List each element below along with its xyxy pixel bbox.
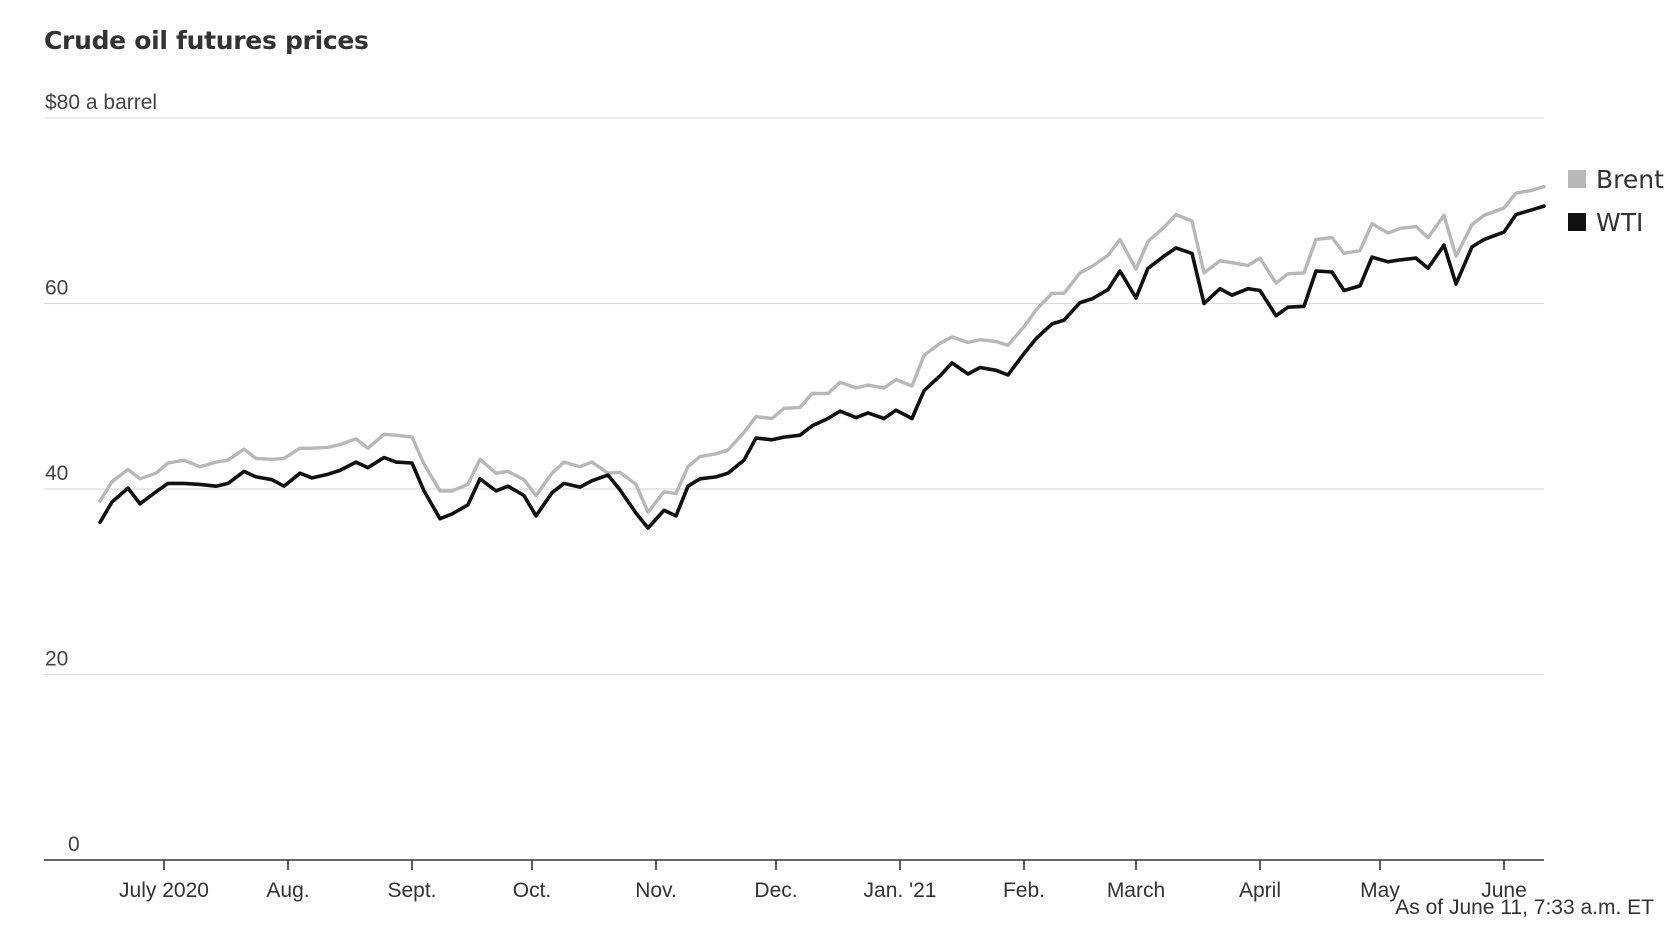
series-lines <box>98 184 1546 530</box>
series-line-brent <box>98 184 1546 514</box>
x-tick-label: Aug. <box>266 879 309 902</box>
timestamp-note: As of June 11, 7:33 a.m. ET <box>1395 896 1654 919</box>
x-tick-label: March <box>1107 879 1165 902</box>
legend-swatch-wti <box>1568 213 1586 231</box>
x-tick-label: Feb. <box>1003 879 1045 902</box>
legend-label-brent: Brent <box>1596 165 1664 194</box>
y-tick-label: 20 <box>45 648 68 671</box>
y-tick-label: 40 <box>45 462 68 485</box>
x-tick-label: Nov. <box>635 879 677 902</box>
y-tick-label: 60 <box>45 277 68 300</box>
x-tick-label: Jan. '21 <box>864 879 937 902</box>
grid-lines <box>44 117 1544 676</box>
legend-swatch-brent <box>1568 170 1586 188</box>
x-tick-label: Sept. <box>387 879 436 902</box>
y-tick-label: 0 <box>68 833 80 856</box>
x-tick-label: Oct. <box>513 879 552 902</box>
y-tick-label: $80 a barrel <box>45 91 157 114</box>
x-axis: July 2020 Aug. Sept. Oct. Nov. Dec. Jan. '21 Fe… <box>44 859 1544 902</box>
chart-title: Crude oil futures prices <box>44 26 369 55</box>
x-tick-label: June <box>1481 879 1527 902</box>
x-tick-label: July 2020 <box>119 879 209 902</box>
x-tick-label: April <box>1239 879 1281 902</box>
x-tick-label: May <box>1360 879 1400 902</box>
legend-label-wti: WTI <box>1596 208 1643 237</box>
y-axis-ticks: 0 20 40 60 $80 a barrel <box>45 91 157 856</box>
legend: Brent WTI <box>1568 165 1664 237</box>
series-line-wti <box>98 204 1546 530</box>
x-tick-label: Dec. <box>754 879 797 902</box>
